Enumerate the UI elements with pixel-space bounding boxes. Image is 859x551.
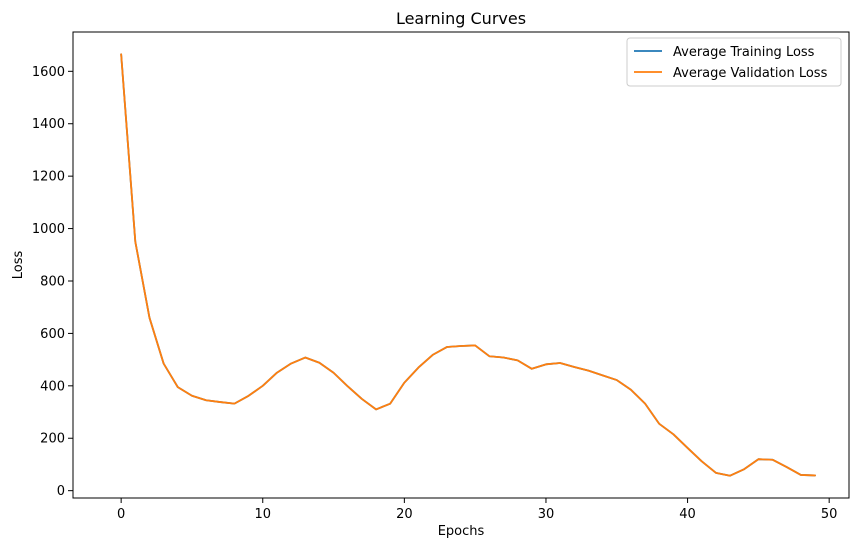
- plot-area: 0 10 20 30 40 50 0 200 400 600 800 1000 1200 1400 160…: [32, 31, 850, 522]
- series-lines: [120, 53, 816, 477]
- y-axis-label: Loss: [11, 251, 26, 280]
- y-tick-label: 1000: [32, 222, 65, 237]
- x-tick-label: 0: [117, 507, 125, 522]
- y-tick-label: 1200: [32, 170, 65, 185]
- y-tick-label: 0: [57, 484, 65, 499]
- x-axis: 0 10 20 30 40 50: [117, 498, 837, 522]
- legend-box: [626, 37, 842, 87]
- x-tick-label: 40: [679, 507, 696, 522]
- x-tick-label: 10: [254, 507, 271, 522]
- legend: Average Training Loss Average Validation…: [626, 37, 842, 87]
- x-tick-label: 20: [396, 507, 413, 522]
- chart-title: Learning Curves: [396, 9, 526, 28]
- y-axis: 0 200 400 600 800 1000 1200 1400 1600: [32, 65, 73, 499]
- x-tick-label: 30: [538, 507, 555, 522]
- y-tick-label: 400: [40, 379, 65, 394]
- y-tick-label: 600: [40, 327, 65, 342]
- x-tick-label: 50: [821, 507, 838, 522]
- y-tick-label: 800: [40, 274, 65, 289]
- y-tick-label: 1400: [32, 117, 65, 132]
- y-tick-label: 1600: [32, 65, 65, 80]
- y-tick-label: 200: [40, 432, 65, 447]
- plot-frame: [72, 31, 850, 499]
- x-axis-label: Epochs: [438, 524, 485, 539]
- legend-label-validation: Average Validation Loss: [673, 66, 828, 81]
- series-line-validation: [120, 53, 816, 477]
- legend-label-training: Average Training Loss: [673, 45, 815, 60]
